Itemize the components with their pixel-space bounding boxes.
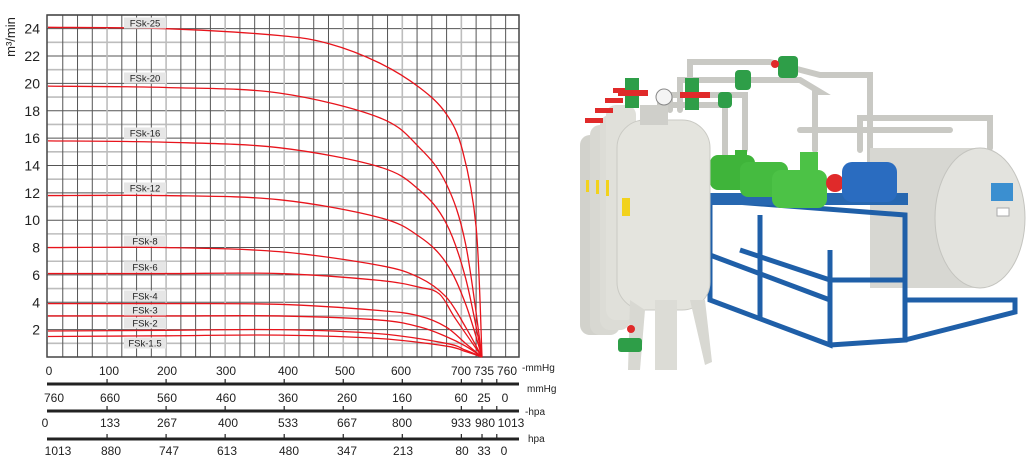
y-tick-label: 24 <box>24 21 40 37</box>
x-tick-label: 667 <box>337 416 357 430</box>
motors <box>710 150 897 208</box>
x-tick-label: 1013 <box>498 416 525 430</box>
x-scale-unit: -hpa <box>525 407 545 418</box>
x-scale-unit: mmHg <box>527 384 556 395</box>
series-line <box>48 315 483 358</box>
x-tick-label: 33 <box>477 444 491 458</box>
x-tick-label: 660 <box>100 391 120 405</box>
x-tick-label: 560 <box>157 391 177 405</box>
x-scale-unit: -mmHg <box>522 363 555 374</box>
x-tick-label: 460 <box>216 391 236 405</box>
x-tick-label: 347 <box>337 444 357 458</box>
series-label-bg <box>124 290 166 302</box>
x-tick-label: 213 <box>393 444 413 458</box>
series-labels: FSk-25 FSk-20 FSk-16 FSk-12 FSk-8 FSk-6 FSk-4 F… <box>124 17 166 350</box>
series-label: FSk-4 <box>132 292 157 303</box>
x-tick-label: 0 <box>46 364 53 378</box>
x-tick-label: 267 <box>157 416 177 430</box>
series-line <box>47 140 483 358</box>
y-tick-label: 8 <box>32 240 40 256</box>
series-label-bg <box>124 304 166 316</box>
series-label-bg <box>124 72 166 84</box>
series-label: FSk-25 <box>130 19 161 30</box>
x-tick-label: 133 <box>100 416 120 430</box>
x-tick-label: 700 <box>451 364 471 378</box>
series-line <box>47 26 483 358</box>
x-tick-label: 400 <box>278 364 298 378</box>
x-tick-label: 60 <box>454 391 468 405</box>
x-tick-label: 933 <box>451 416 471 430</box>
series-line <box>47 85 483 358</box>
x-tick-label: 0 <box>501 444 508 458</box>
x-tick-label: 260 <box>337 391 357 405</box>
series-line <box>47 246 483 358</box>
series-label: FSk-2 <box>132 319 157 330</box>
x-tick-label: 800 <box>392 416 412 430</box>
series-label: FSk-6 <box>132 263 157 274</box>
x-tick-label: 0 <box>42 416 49 430</box>
x-tick-label: 1013 <box>45 444 72 458</box>
y-tick-label: 16 <box>24 130 40 146</box>
chart-curves <box>47 26 483 358</box>
performance-chart: FSk-25FSk-20FSk-16FSk-12FSk-8FSk-6FSk-4F… <box>3 14 557 458</box>
series-label-bg <box>124 17 166 29</box>
series-line <box>47 302 483 358</box>
y-tick-label: 4 <box>32 294 40 310</box>
x-tick-label: 360 <box>278 391 298 405</box>
series-label-bg <box>124 235 166 247</box>
plot-border <box>46 14 520 358</box>
x-tick-label: 760 <box>497 364 517 378</box>
x-tick-label: 100 <box>99 364 119 378</box>
x-tick-label: 980 <box>475 416 495 430</box>
x-tick-label: 533 <box>278 416 298 430</box>
x-tick-label: 0 <box>502 391 509 405</box>
series-label-bg <box>124 337 166 349</box>
y-tick-label: 2 <box>32 322 40 338</box>
y-tick-label: 10 <box>24 212 40 228</box>
y-tick-label: 18 <box>24 103 40 119</box>
series-label: FSk-12 <box>130 184 161 195</box>
x-tick-label: 760 <box>44 391 64 405</box>
x-tick-label: 25 <box>477 391 491 405</box>
x-tick-label: 300 <box>216 364 236 378</box>
x-tick-label: 480 <box>279 444 299 458</box>
series-label: FSk-1.5 <box>128 339 161 350</box>
series-line <box>47 328 483 358</box>
series-label-bg <box>124 127 166 139</box>
series-label: FSk-20 <box>130 74 161 85</box>
x-tick-label: 200 <box>157 364 177 378</box>
y-axis-label: m³/min <box>3 17 18 57</box>
series-label-bg <box>124 317 166 329</box>
main-vertical-tank <box>616 78 712 370</box>
series-line <box>48 272 483 358</box>
series-label-bg <box>124 182 166 194</box>
series-label: FSk-3 <box>132 306 157 317</box>
series-label-bg <box>124 261 166 273</box>
x-tick-label: 613 <box>217 444 237 458</box>
y-tick-label: 20 <box>24 75 40 91</box>
series-line <box>47 194 483 358</box>
series-label: FSk-8 <box>132 237 157 248</box>
x-tick-label: 160 <box>392 391 412 405</box>
series-label: FSk-16 <box>130 129 161 140</box>
valves-icon <box>718 56 798 108</box>
y-tick-label: 12 <box>24 185 40 201</box>
x-tick-label: 500 <box>335 364 355 378</box>
series-line <box>47 334 483 358</box>
x-scale-unit: hpa <box>528 434 545 445</box>
y-tick-label: 6 <box>32 267 40 283</box>
y-tick-label: 22 <box>24 48 40 64</box>
y-tick-label: 14 <box>24 157 40 173</box>
x-tick-label: 80 <box>455 444 469 458</box>
chart-grid <box>46 14 520 358</box>
x-tick-label: 400 <box>218 416 238 430</box>
x-tick-label: 880 <box>101 444 121 458</box>
x-tick-label: 600 <box>391 364 411 378</box>
x-tick-label: 747 <box>159 444 179 458</box>
x-tick-label: 735 <box>474 364 494 378</box>
